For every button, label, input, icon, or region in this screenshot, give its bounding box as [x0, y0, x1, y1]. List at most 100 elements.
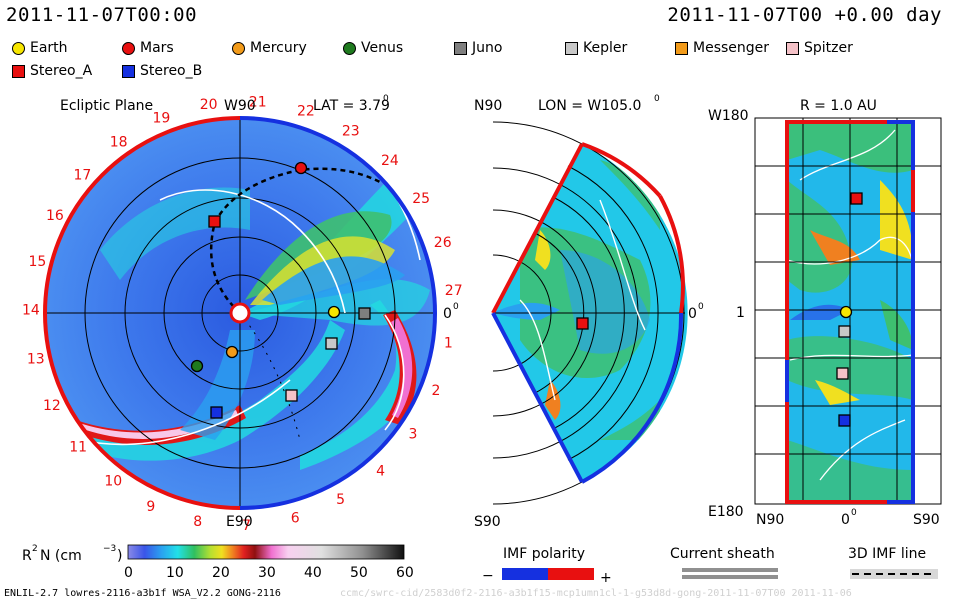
kepler-marker-icon	[565, 41, 578, 55]
meridional-panel: N90 LON = W105.0 0 S90 0 0	[474, 94, 704, 530]
radial-s90-label: S90	[913, 512, 940, 528]
ecliptic-zero-label: 0	[443, 306, 452, 322]
carrington-tick-17: 17	[74, 168, 92, 184]
lon-degree-sign: 0	[654, 94, 660, 104]
carrington-tick-22: 22	[297, 104, 315, 120]
current-sheath-swatch	[682, 568, 778, 572]
lat-label: LAT = 3.79	[313, 98, 390, 114]
body-legend: Earth Mars Mercury Venus Juno Kepler Mes…	[0, 38, 960, 86]
colorbar-tick-60: 60	[396, 565, 414, 581]
kepler-marker	[325, 337, 338, 350]
legend-juno: Juno	[454, 40, 502, 56]
mercury-marker-icon	[232, 41, 245, 55]
meridional-degree-sign: 0	[698, 302, 704, 312]
radial-panel: R = 1.0 AU W180 E180 1 N90 0 0 S90	[708, 98, 942, 528]
legend-label: Venus	[361, 40, 404, 56]
carrington-tick-1: 1	[444, 336, 453, 352]
carrington-tick-5: 5	[336, 492, 345, 508]
colorbar: R 2 N (cm −3 ) 0 10 20 30 40 50 60	[22, 544, 414, 581]
e180-label: E180	[708, 504, 744, 520]
colorbar-ticks: 0 10 20 30 40 50 60	[124, 565, 414, 581]
spitzer-marker-icon	[786, 41, 799, 55]
radial-spitzer-marker	[836, 367, 849, 380]
radial-n90-label: N90	[756, 512, 784, 528]
s90-label: S90	[474, 514, 501, 530]
mars-marker	[294, 161, 308, 175]
venus-marker-icon	[343, 41, 356, 55]
spitzer-marker	[285, 389, 298, 402]
carrington-tick-12: 12	[43, 398, 61, 414]
radial-zero-label: 0	[841, 512, 850, 528]
colorbar-tick-50: 50	[350, 565, 368, 581]
legend-kepler: Kepler	[565, 40, 627, 56]
lon-label: LON = W105.0	[538, 98, 641, 114]
imf-negative-swatch	[502, 568, 548, 580]
juno-marker-icon	[454, 41, 467, 55]
juno-marker	[358, 307, 371, 320]
radial-title: R = 1.0 AU	[800, 98, 877, 114]
colorbar-unit-exp: −3	[103, 544, 116, 554]
carrington-tick-7: 7	[242, 518, 251, 534]
mercury-marker	[225, 345, 239, 359]
ecliptic-degree-sign: 0	[453, 302, 459, 312]
imf-legend: IMF polarity − + Current sheath 3D IMF l…	[482, 546, 938, 586]
mars-marker-icon	[122, 41, 135, 55]
legend-label: Messenger	[693, 40, 770, 56]
legend-label: Mars	[140, 40, 174, 56]
legend-spitzer: Spitzer	[786, 40, 853, 56]
colorbar-label-exp: 2	[32, 544, 38, 554]
venus-marker	[190, 359, 204, 373]
carrington-tick-3: 3	[409, 426, 418, 442]
meridional-zero-label: 0	[688, 306, 697, 322]
model-info: ENLIL-2.7 lowres-2116-a3b1f WSA_V2.2 GON…	[4, 588, 281, 599]
carrington-tick-11: 11	[69, 439, 87, 455]
carrington-tick-10: 10	[104, 474, 122, 490]
imf-polarity-label: IMF polarity	[503, 546, 585, 562]
colorbar-tick-30: 30	[258, 565, 276, 581]
w180-label: W180	[708, 108, 749, 124]
carrington-tick-26: 26	[434, 235, 452, 251]
colorbar-tick-0: 0	[124, 565, 133, 581]
radial-mid-label: 1	[736, 305, 745, 321]
carrington-tick-21: 21	[249, 95, 267, 111]
carrington-tick-13: 13	[27, 352, 45, 368]
carrington-tick-16: 16	[46, 208, 64, 224]
lat-degree-sign: 0	[383, 94, 389, 104]
legend-venus: Venus	[343, 40, 403, 56]
carrington-tick-15: 15	[29, 254, 47, 270]
earth-marker	[327, 305, 341, 319]
stereo-a-marker	[208, 215, 221, 228]
imf-line-label: 3D IMF line	[848, 546, 926, 562]
faint-run-info: ccmc/swrc-cid/2583d0f2-2116-a3b1f15-mcp1…	[340, 588, 852, 599]
legend-mercury: Mercury	[232, 40, 307, 56]
stereo-b-marker	[210, 406, 223, 419]
carrington-tick-6: 6	[291, 510, 300, 526]
datetime-right: 2011-11-07T00 +0.00 day	[667, 4, 942, 26]
n90-label: N90	[474, 98, 502, 114]
colorbar-tick-40: 40	[304, 565, 322, 581]
imf-positive-swatch	[548, 568, 594, 580]
colorbar-unit: N (cm	[40, 548, 82, 564]
carrington-tick-20: 20	[200, 97, 218, 113]
carrington-tick-14: 14	[22, 303, 40, 319]
legend-label: Earth	[30, 40, 68, 56]
stereo-a-marker-icon	[12, 64, 25, 78]
carrington-tick-2: 2	[432, 383, 441, 399]
radial-degree-sign: 0	[851, 508, 857, 518]
legend-label: Kepler	[583, 40, 628, 56]
colorbar-tick-20: 20	[212, 565, 230, 581]
legend-label: Spitzer	[804, 40, 853, 56]
radial-earth-marker	[839, 305, 853, 319]
legend-mars: Mars	[122, 40, 174, 56]
datetime-left: 2011-11-07T00:00	[6, 4, 198, 26]
carrington-tick-18: 18	[110, 134, 128, 150]
colorbar-label: R	[22, 548, 32, 564]
carrington-tick-9: 9	[146, 499, 155, 515]
meridional-stereo-a-marker	[576, 317, 589, 330]
current-sheath-label: Current sheath	[670, 546, 775, 562]
legend-stereo-b: Stereo_B	[122, 63, 202, 79]
legend-label: Stereo_A	[30, 63, 93, 79]
